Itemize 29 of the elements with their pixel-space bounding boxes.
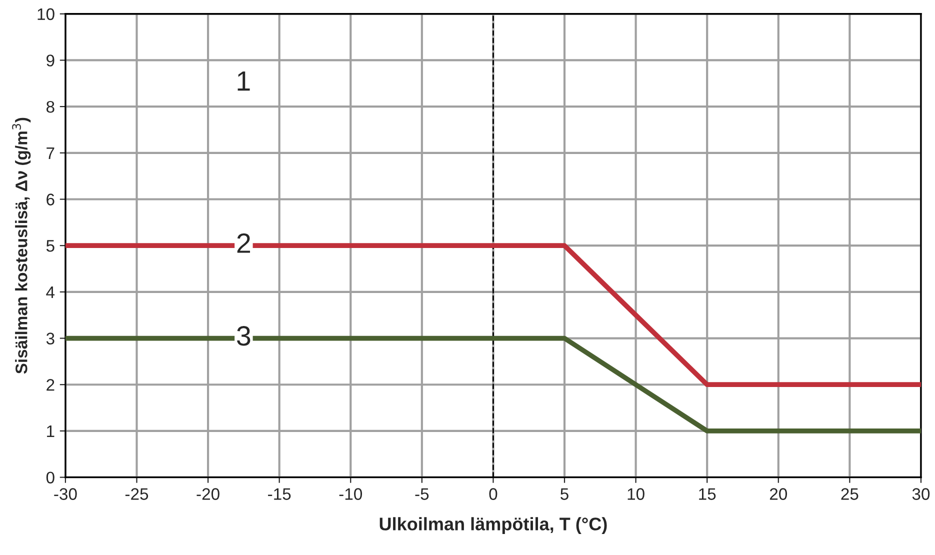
series-label: 3 [237,326,250,346]
y-tick-label: 3 [46,332,54,344]
x-tick-label: -15 [268,488,291,500]
annotation: 1 [238,71,250,91]
x-tick-label: 0 [489,488,498,500]
x-tick-label: 5 [560,488,568,500]
y-tick-label: 6 [46,194,54,206]
x-tick-label: 20 [770,488,788,500]
x-tick-label: -20 [196,488,220,500]
y-tick-label: 8 [46,100,54,113]
y-tick-label: 0 [46,472,54,484]
x-axis-title: Ulkoilman lämpötila, T (°C) [380,517,607,534]
x-tick-label: 30 [912,488,930,500]
x-tick-label: 10 [628,488,644,500]
x-tick-label: -25 [125,488,148,500]
y-axis-title: Sisäilman kosteuslisä, Δν (g/m$^{3}$) [12,118,31,374]
x-tick-label: 15 [699,488,716,500]
y-tick-label: 1 [47,426,54,437]
x-tick-label: 25 [841,488,858,500]
x-tick-label: -30 [54,488,77,500]
y-tick-label: 2 [46,379,54,391]
y-tick-label: 5 [46,240,54,252]
x-tick-label: -10 [339,488,362,500]
y-tick-label: 4 [46,286,55,298]
y-tick-label: 10 [38,8,54,20]
y-tick-label: 7 [46,147,54,159]
y-tick-label: 9 [46,54,54,66]
x-tick-label: -5 [415,488,429,500]
series-label: 2 [237,233,250,253]
